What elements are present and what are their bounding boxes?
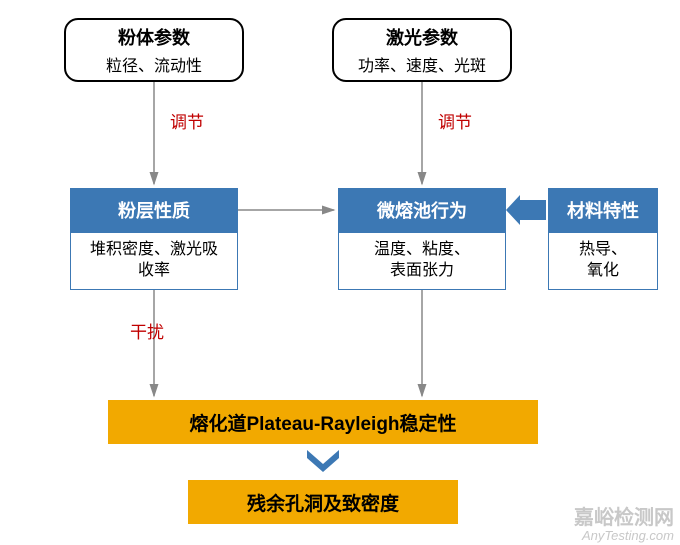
node-melt-pool-header: 微熔池行为 xyxy=(338,188,506,232)
node-powder-layer-body: 堆积密度、激光吸收率 xyxy=(70,232,238,290)
node-laser-params: 激光参数 功率、速度、光斑 xyxy=(332,18,512,82)
node-melt-pool-body: 温度、粘度、表面张力 xyxy=(338,232,506,290)
edge-material-to-meltpool xyxy=(506,195,546,225)
node-powder-params: 粉体参数 粒径、流动性 xyxy=(64,18,244,82)
node-result: 残余孔洞及致密度 xyxy=(188,480,458,524)
laser-params-title: 激光参数 xyxy=(334,24,510,50)
label-disturb: 干扰 xyxy=(130,318,164,343)
material-props-body-text: 热导、氧化 xyxy=(579,240,627,282)
node-material-props-header: 材料特性 xyxy=(548,188,658,232)
laser-params-subtitle: 功率、速度、光斑 xyxy=(334,52,510,76)
powder-params-subtitle: 粒径、流动性 xyxy=(66,52,242,76)
powder-layer-header-text: 粉层性质 xyxy=(118,197,190,223)
watermark-line2: AnyTesting.com xyxy=(574,529,674,543)
powder-layer-body-text: 堆积密度、激光吸收率 xyxy=(90,240,218,282)
stability-text: 熔化道Plateau-Rayleigh稳定性 xyxy=(189,409,456,436)
node-powder-layer-header: 粉层性质 xyxy=(70,188,238,232)
result-text: 残余孔洞及致密度 xyxy=(247,489,399,516)
watermark-line1: 嘉峪检测网 xyxy=(574,507,674,529)
watermark: 嘉峪检测网 AnyTesting.com xyxy=(574,507,674,543)
melt-pool-body-text: 温度、粘度、表面张力 xyxy=(374,240,470,282)
material-props-header-text: 材料特性 xyxy=(567,197,639,223)
label-adjust-2: 调节 xyxy=(438,108,472,133)
node-material-props-body: 热导、氧化 xyxy=(548,232,658,290)
edge-stability-to-result xyxy=(307,450,339,472)
label-adjust-1: 调节 xyxy=(170,108,204,133)
node-stability: 熔化道Plateau-Rayleigh稳定性 xyxy=(108,400,538,444)
powder-params-title: 粉体参数 xyxy=(66,24,242,50)
melt-pool-header-text: 微熔池行为 xyxy=(377,197,467,223)
